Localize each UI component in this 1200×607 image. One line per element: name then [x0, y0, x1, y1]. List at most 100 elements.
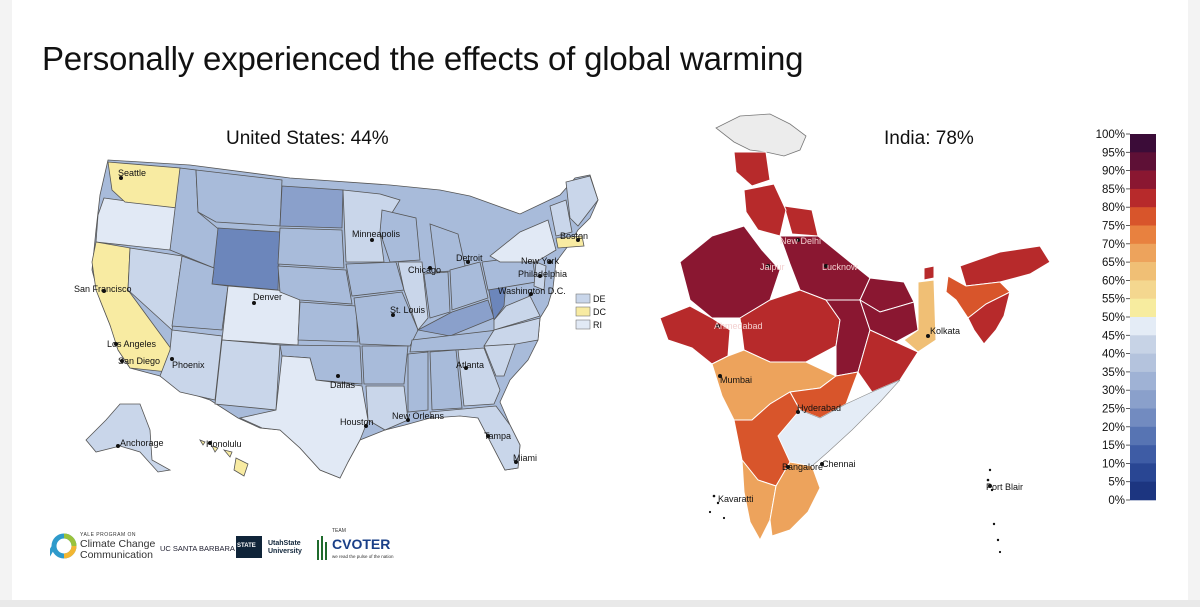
- scale-tick-label: 30%: [1102, 385, 1125, 397]
- us-state-texas: [238, 355, 369, 479]
- scale-tick-label: 55%: [1102, 294, 1125, 306]
- small-states-legend: DE DC RI: [575, 293, 606, 330]
- city-label-houston: Houston: [340, 417, 374, 427]
- scale-tick-label: 90%: [1102, 166, 1125, 178]
- us-state-iowa: [345, 261, 405, 297]
- city-dot: [820, 462, 824, 466]
- scale-tick-label: 60%: [1102, 275, 1125, 287]
- city-dot: [514, 460, 518, 464]
- city-label-anchorage: Anchorage: [120, 438, 164, 448]
- scale-tick-label: 0%: [1108, 495, 1125, 507]
- scale-tick-label: 15%: [1102, 440, 1125, 452]
- city-dot: [548, 260, 552, 264]
- city-label-miami: Miami: [513, 453, 537, 463]
- us-state-vermont-nh: [549, 199, 573, 237]
- city-label-boston: Boston: [560, 231, 588, 241]
- india-region-sikkim: [923, 265, 935, 281]
- city-dot: [102, 289, 106, 293]
- city-label-new-orleans: New Orleans: [392, 411, 445, 421]
- us-state-virginia: [493, 295, 541, 331]
- city-dot: [370, 238, 374, 242]
- scale-swatch: [1130, 225, 1156, 245]
- us-state-illinois: [397, 261, 429, 331]
- us-state-nebraska: [277, 265, 353, 305]
- legend-swatch-de: [575, 293, 591, 304]
- legend-label-de: DE: [593, 294, 606, 304]
- scale-swatch: [1130, 262, 1156, 281]
- us-state-arizona: [159, 329, 223, 401]
- usu-logo-mark-text: STATE: [237, 543, 256, 549]
- india-region-northeast-south: [967, 291, 1011, 345]
- city-label-honolulu: Honolulu: [206, 439, 242, 449]
- city-dot: [786, 465, 790, 469]
- city-label-atlanta: Atlanta: [456, 360, 484, 370]
- city-label-chennai: Chennai: [822, 459, 856, 469]
- city-label-new-york: New York: [521, 256, 560, 266]
- city-dot: [926, 334, 930, 338]
- scale-swatch: [1130, 463, 1156, 482]
- india-region-goa-kerala: [741, 458, 777, 542]
- scale-tick-label: 65%: [1102, 257, 1125, 269]
- city-dot: [114, 342, 118, 346]
- city-label-lucknow: Lucknow: [822, 262, 858, 272]
- city-label-kolkata: Kolkata: [930, 326, 960, 336]
- city-label-hyderabad: Hyderabad: [797, 403, 841, 413]
- us-state-louisiana: [365, 385, 409, 431]
- us-state-new-york: [489, 219, 557, 263]
- color-scale: 100% 95% 90% 85% 80% 75% 70% 65% 60% 55% 50% 45% 40%…: [1096, 129, 1156, 507]
- scale-tick-label: 80%: [1102, 202, 1125, 214]
- us-state-north-carolina: [483, 317, 541, 347]
- us-state-maine: [565, 175, 599, 227]
- city-label-los-angeles: Los Angeles: [107, 339, 157, 349]
- city-dot: [529, 292, 533, 296]
- city-dot: [766, 264, 770, 268]
- scale-tick-label: 50%: [1102, 312, 1125, 324]
- us-state-arkansas: [361, 345, 409, 385]
- city-dot: [208, 441, 212, 445]
- city-dot: [718, 374, 722, 378]
- india-region-rajasthan: [679, 225, 781, 319]
- scale-swatch: [1130, 481, 1156, 501]
- legend-label-dc: DC: [593, 307, 606, 317]
- city-dot: [716, 324, 720, 328]
- city-label-bangalore: Bangalore: [782, 462, 823, 472]
- city-dot: [252, 301, 256, 305]
- legend-swatch-ri: [575, 319, 591, 330]
- us-state-georgia: [457, 347, 501, 407]
- cvoter-bars-icon: [317, 536, 327, 560]
- ucsb-logo-text: UC SANTA BARBARA: [160, 544, 235, 553]
- scale-swatch: [1130, 335, 1156, 354]
- city-label-san-diego: San Diego: [118, 356, 160, 366]
- city-label-san-francisco: San Francisco: [74, 284, 132, 294]
- us-map: [85, 159, 599, 479]
- india-region-punjab-haryana: [743, 183, 787, 237]
- scale-swatch: [1130, 408, 1156, 428]
- city-label-denver: Denver: [253, 292, 282, 302]
- scale-swatch: [1130, 243, 1156, 263]
- city-label-dallas: Dallas: [330, 380, 356, 390]
- city-label-philadelphia: Philadelphia: [518, 269, 567, 279]
- scale-tick-label: 20%: [1102, 422, 1125, 434]
- us-state-kentucky: [416, 299, 495, 337]
- us-state-montana: [195, 169, 283, 227]
- city-dot: [464, 366, 468, 370]
- city-dot: [486, 434, 490, 438]
- scale-tick-label: 5%: [1108, 477, 1125, 489]
- legend-swatch-dc: [575, 306, 591, 317]
- scale-tick-label: 45%: [1102, 330, 1125, 342]
- scale-tick-label: 35%: [1102, 367, 1125, 379]
- city-label-kavaratti: Kavaratti: [718, 494, 754, 504]
- india-region-himachal: [733, 151, 771, 187]
- india-map-heading: India: 78%: [884, 128, 974, 149]
- city-label-ahmedabad: Ahmedabad: [714, 321, 763, 331]
- city-dot: [988, 484, 992, 488]
- city-label-port-blair: Port Blair: [986, 482, 1023, 492]
- city-label-tampa: Tampa: [484, 431, 511, 441]
- city-label-washington: Washington D.C.: [498, 286, 566, 296]
- scale-swatch: [1130, 390, 1156, 409]
- city-dot: [538, 274, 542, 278]
- us-state-new-mexico: [214, 339, 281, 411]
- city-dot: [364, 424, 368, 428]
- city-dot: [120, 359, 124, 363]
